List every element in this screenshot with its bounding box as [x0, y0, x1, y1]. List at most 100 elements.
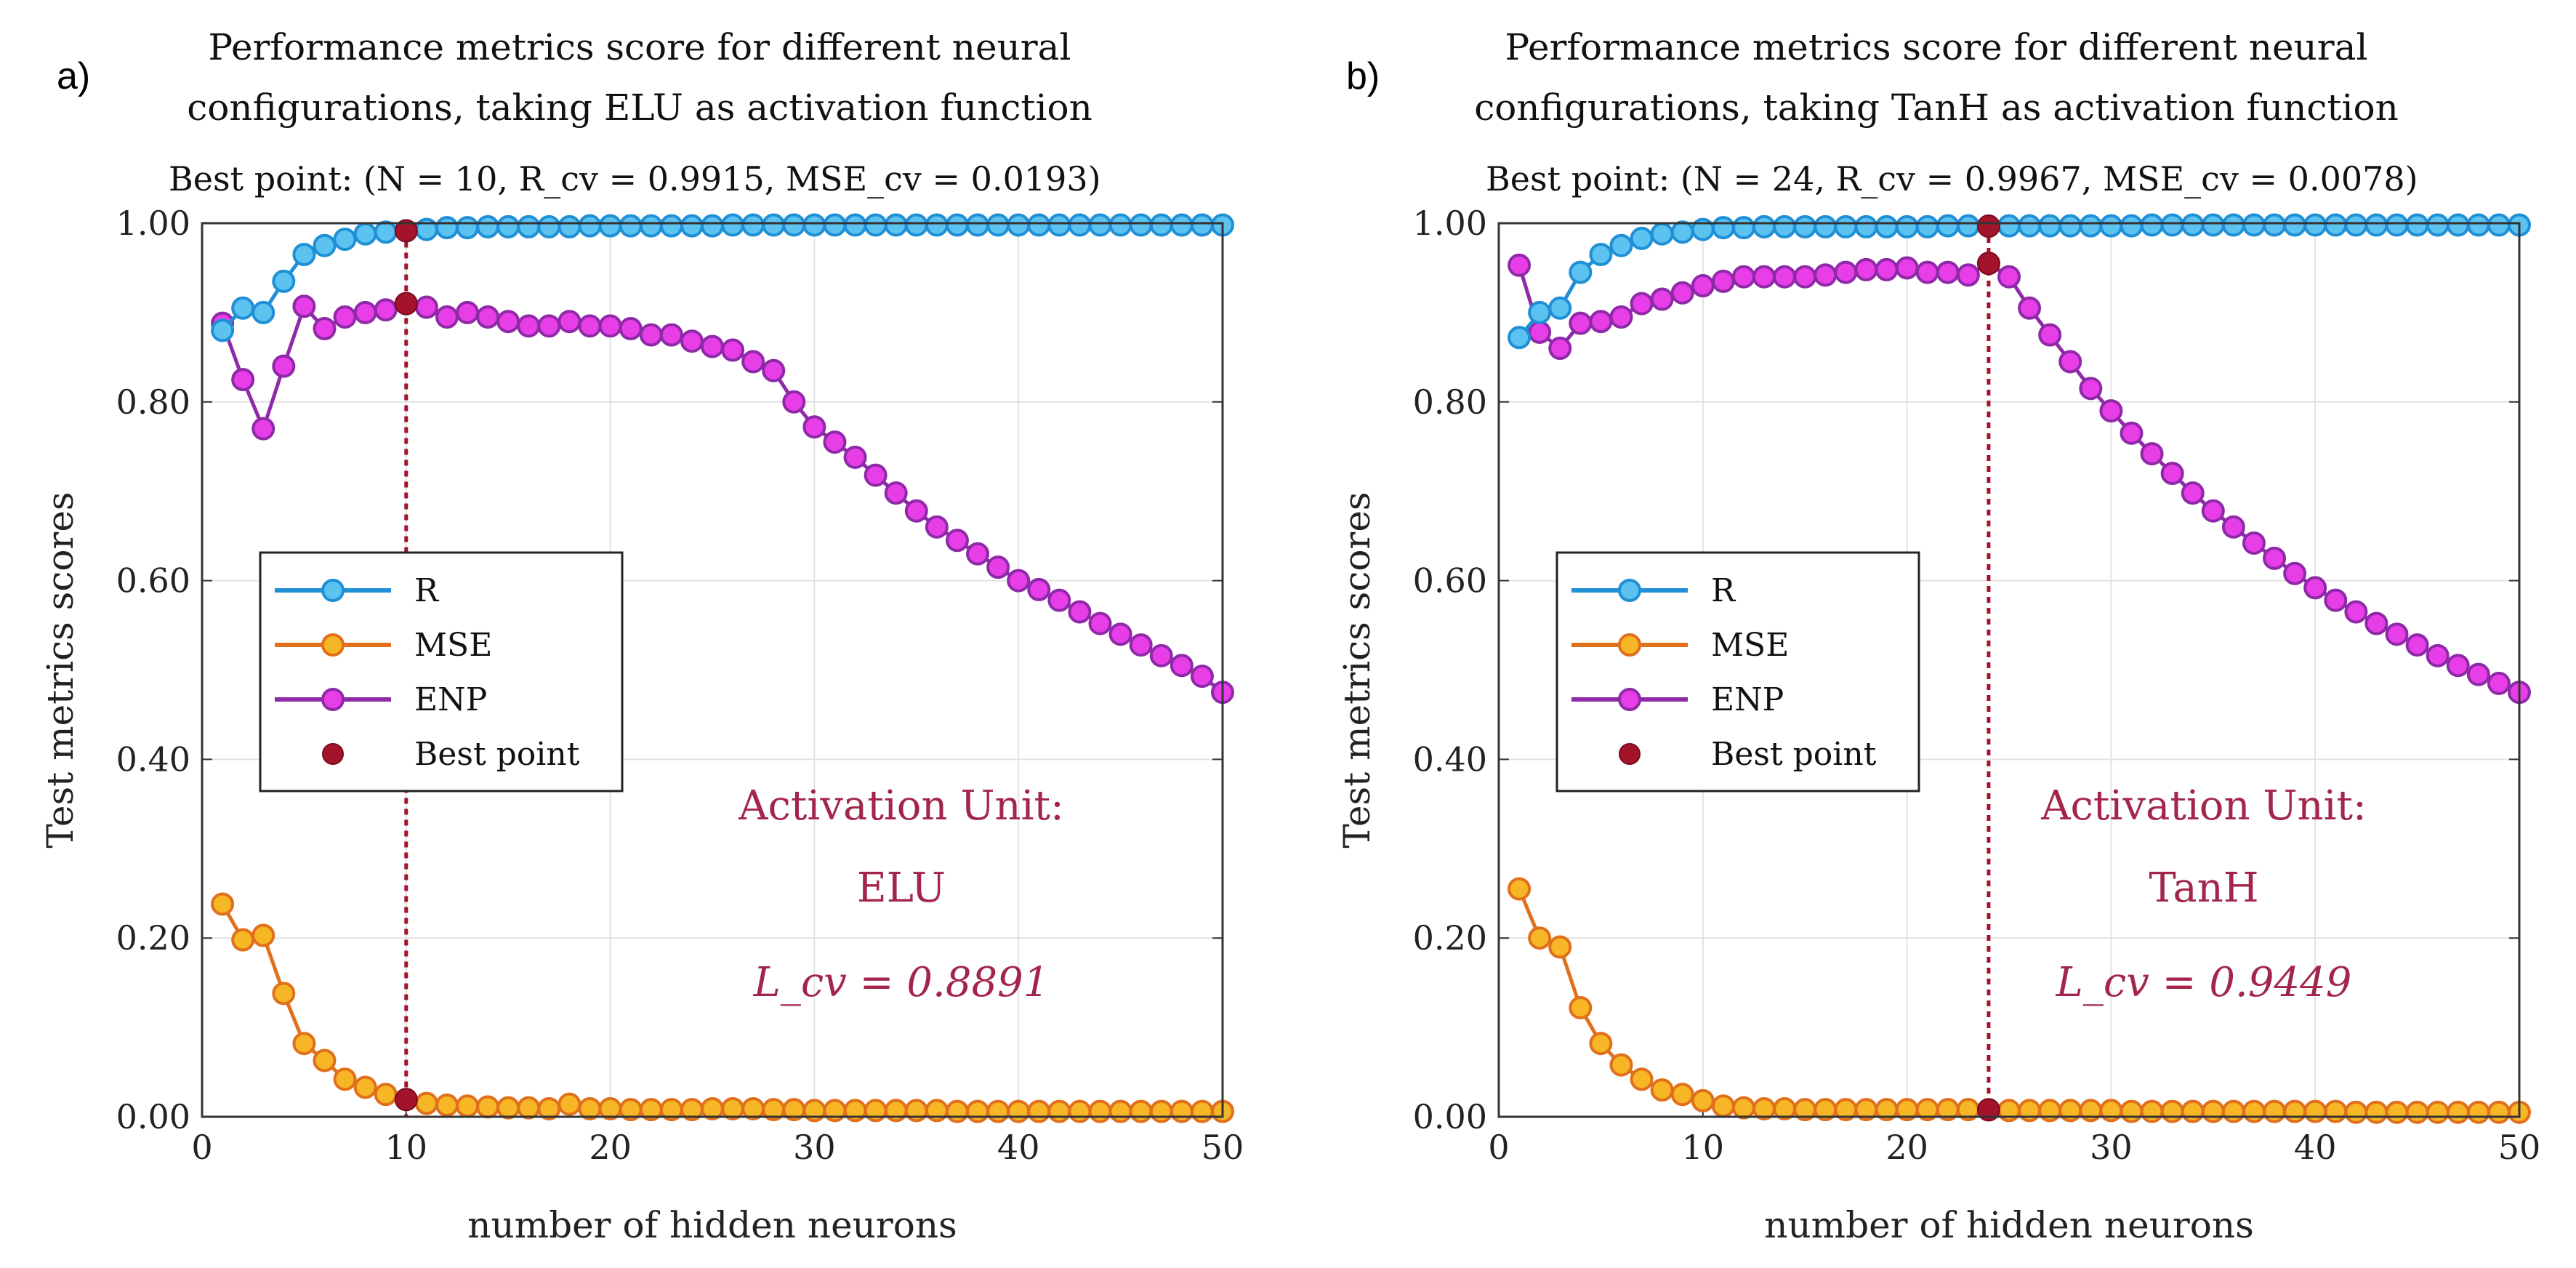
data-point-r — [1650, 222, 1674, 246]
data-point-mse — [966, 1099, 990, 1123]
data-point-r — [2405, 213, 2429, 237]
data-point-mse — [1691, 1088, 1715, 1112]
data-point-r — [2487, 213, 2511, 237]
annotation-loss: L_cv = 0.8891 — [753, 959, 1050, 1006]
data-point-enp — [2303, 576, 2327, 600]
data-point-r — [1630, 226, 1654, 250]
data-point-r — [802, 213, 826, 237]
data-point-mse — [1047, 1099, 1071, 1123]
data-point-r — [333, 228, 357, 252]
y-axis-label: Test metrics scores — [39, 491, 81, 848]
x-tick-label: 0 — [191, 1128, 212, 1167]
data-point-enp — [2079, 377, 2103, 401]
data-point-r — [2446, 213, 2470, 237]
x-tick-label: 30 — [793, 1128, 836, 1167]
best-point-summary: Best point: (N = 10, R_cv = 0.9915, MSE_… — [169, 159, 1101, 198]
data-point-enp — [925, 515, 949, 539]
data-point-enp — [762, 358, 786, 382]
legend: R MSE ENP Best point — [259, 551, 624, 792]
data-point-enp — [2181, 481, 2205, 505]
legend-marker-r — [321, 579, 345, 602]
data-point-enp — [1088, 611, 1112, 635]
data-point-mse — [1670, 1083, 1694, 1107]
data-point-mse — [1068, 1099, 1092, 1123]
data-point-enp — [476, 305, 500, 329]
data-point-r — [2385, 213, 2409, 237]
data-point-r — [1569, 260, 1593, 284]
data-point-r — [1190, 213, 1214, 237]
data-point-r — [1108, 213, 1132, 237]
data-point-r — [1047, 213, 1071, 237]
data-point-r — [701, 214, 724, 238]
data-point-mse — [1149, 1099, 1173, 1123]
data-point-mse — [1711, 1094, 1735, 1118]
data-point-mse — [1007, 1099, 1031, 1123]
data-point-mse — [1609, 1053, 1633, 1077]
data-point-enp — [435, 305, 459, 329]
data-point-r — [272, 269, 296, 293]
data-point-enp — [313, 317, 337, 341]
data-point-r — [1752, 214, 1776, 238]
data-point-enp — [1752, 265, 1776, 289]
data-point-mse — [333, 1067, 357, 1091]
legend-label-enp: ENP — [414, 681, 487, 718]
data-point-enp — [701, 334, 724, 358]
data-point-enp — [537, 314, 561, 338]
data-point-r — [1088, 213, 1112, 237]
data-point-mse — [1630, 1067, 1654, 1091]
data-point-enp — [864, 463, 887, 487]
data-point-mse — [2140, 1099, 2164, 1123]
data-point-mse — [1569, 996, 1593, 1020]
annotation-title: Activation Unit: — [738, 782, 1064, 830]
data-point-r — [1068, 213, 1092, 237]
best-point-marker — [394, 292, 418, 316]
data-point-r — [496, 214, 520, 238]
chart-title-line2: configurations, taking ELU as activation… — [187, 87, 1092, 129]
x-tick-label: 20 — [589, 1128, 632, 1167]
data-point-enp — [619, 317, 643, 341]
data-point-r — [1731, 216, 1755, 240]
data-point-mse — [2385, 1100, 2409, 1124]
data-point-mse — [2221, 1099, 2245, 1123]
y-tick-label: 0.60 — [1413, 561, 1487, 601]
data-point-r — [2120, 214, 2144, 238]
data-point-enp — [2201, 499, 2225, 523]
data-point-mse — [986, 1099, 1010, 1123]
data-point-enp — [1630, 292, 1654, 316]
x-tick-label: 20 — [1885, 1128, 1928, 1167]
data-point-enp — [1936, 260, 1960, 284]
legend-marker-best-point — [322, 743, 344, 765]
data-point-mse — [1528, 926, 1552, 950]
data-point-enp — [2242, 531, 2266, 555]
y-tick-label: 0.00 — [1413, 1097, 1487, 1136]
data-point-enp — [1007, 569, 1031, 593]
data-point-enp — [1068, 600, 1092, 624]
legend-marker-enp — [1618, 688, 1641, 711]
data-point-mse — [945, 1099, 969, 1123]
data-point-enp — [2466, 662, 2490, 686]
data-point-mse — [292, 1032, 316, 1056]
legend-marker-enp — [321, 688, 345, 711]
plot-frame — [201, 222, 1224, 1118]
data-point-enp — [1793, 265, 1817, 289]
data-point-enp — [1814, 263, 1838, 287]
data-point-enp — [272, 354, 296, 378]
x-tick-label: 50 — [1202, 1128, 1244, 1167]
data-point-enp — [251, 417, 275, 441]
y-tick-label: 0.20 — [1413, 918, 1487, 958]
data-point-r — [2160, 213, 2184, 237]
data-point-r — [1548, 296, 1572, 320]
data-point-enp — [1528, 320, 1552, 344]
data-point-r — [2221, 213, 2245, 237]
data-point-r — [2099, 214, 2123, 238]
data-point-enp — [1129, 633, 1153, 657]
data-point-enp — [414, 295, 438, 319]
data-point-mse — [1129, 1099, 1153, 1123]
data-point-r — [435, 216, 459, 240]
data-point-r — [823, 213, 847, 237]
data-point-mse — [2446, 1100, 2470, 1124]
chart-panel-b: b) Performance metrics score for differen… — [1336, 26, 2540, 1246]
data-point-mse — [476, 1095, 500, 1119]
annotation-loss: L_cv = 0.9449 — [2056, 959, 2352, 1006]
data-point-enp — [741, 350, 765, 374]
